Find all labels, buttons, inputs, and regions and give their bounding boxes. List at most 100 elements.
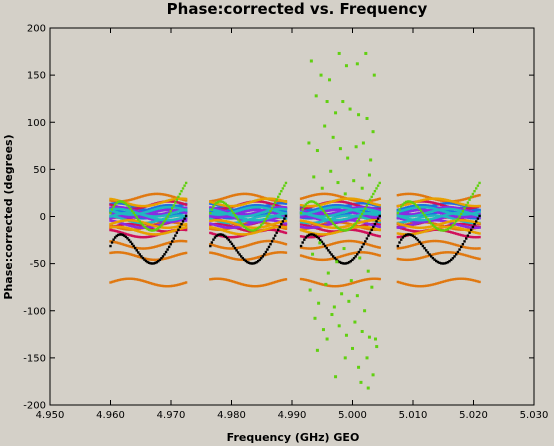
data-point	[446, 209, 450, 212]
data-point	[461, 234, 465, 237]
data-point	[120, 251, 123, 254]
data-point	[154, 203, 157, 206]
data-point	[303, 214, 306, 217]
data-point	[147, 226, 151, 229]
data-point	[184, 222, 188, 226]
data-point	[158, 223, 162, 226]
data-point	[277, 195, 280, 199]
data-point	[315, 204, 319, 207]
data-point	[130, 209, 134, 213]
data-point	[453, 202, 456, 205]
data-point	[152, 208, 155, 211]
data-point	[317, 215, 320, 218]
data-point	[367, 243, 370, 246]
data-point	[283, 212, 286, 215]
data-point	[147, 281, 151, 284]
data-point	[336, 212, 340, 216]
data-point	[166, 231, 169, 234]
data-point	[266, 215, 269, 218]
data-point	[438, 208, 441, 212]
data-point	[127, 209, 131, 212]
data-point	[365, 204, 369, 207]
data-point	[463, 234, 466, 238]
data-point	[126, 199, 129, 202]
data-point	[149, 209, 152, 212]
data-point	[306, 201, 309, 205]
data-point	[143, 247, 146, 250]
data-point	[401, 221, 405, 224]
data-point	[458, 224, 461, 227]
data-point	[359, 241, 362, 244]
data-point	[212, 277, 215, 281]
data-point	[256, 284, 260, 288]
data-point	[212, 206, 215, 210]
data-point	[256, 200, 260, 203]
data-point	[260, 206, 263, 209]
data-point	[341, 196, 345, 199]
data-point	[365, 212, 369, 215]
data-point	[172, 284, 175, 287]
data-point	[309, 211, 312, 214]
data-point	[458, 244, 461, 248]
data-point	[154, 213, 157, 216]
data-point	[256, 215, 260, 219]
data-point	[267, 219, 271, 222]
data-point	[120, 278, 123, 281]
data-point	[150, 218, 154, 221]
data-point	[155, 245, 159, 248]
data-point	[266, 222, 269, 225]
data-point	[219, 213, 223, 216]
data-point	[249, 193, 252, 196]
data-point	[147, 204, 151, 207]
data-point	[430, 204, 433, 208]
data-point	[352, 197, 356, 201]
data-point	[213, 216, 217, 219]
data-point	[344, 225, 348, 228]
data-point	[166, 215, 169, 218]
data-point	[278, 200, 281, 203]
data-point	[368, 211, 372, 215]
data-point	[406, 215, 410, 218]
data-point	[351, 219, 354, 222]
data-point	[378, 216, 381, 219]
data-point	[223, 278, 226, 281]
data-point	[341, 225, 345, 229]
data-point	[164, 221, 168, 225]
data-point	[110, 197, 114, 201]
data-point	[140, 222, 143, 225]
data-point	[323, 210, 327, 213]
data-point	[343, 219, 346, 222]
data-point	[398, 226, 401, 229]
data-point	[255, 199, 258, 202]
data-point	[218, 211, 221, 215]
data-point	[163, 226, 166, 229]
data-point	[109, 203, 112, 206]
data-point	[421, 214, 425, 217]
data-point	[127, 219, 131, 222]
data-point	[215, 219, 218, 222]
data-point	[120, 215, 123, 218]
data-point	[157, 207, 160, 210]
data-point	[249, 243, 252, 246]
data-point	[284, 206, 288, 209]
data-point	[110, 199, 114, 202]
data-point	[405, 228, 408, 231]
data-point	[360, 230, 364, 233]
data-point	[249, 206, 252, 209]
data-point	[311, 194, 314, 197]
data-point	[150, 192, 154, 196]
data-point	[226, 195, 229, 199]
data-point	[256, 204, 260, 207]
data-point	[149, 232, 152, 236]
data-point	[218, 216, 221, 219]
data-point	[331, 222, 335, 225]
data-point	[315, 235, 319, 239]
data-point	[135, 209, 138, 213]
data-point	[260, 219, 263, 223]
data-point	[344, 213, 348, 216]
data-point	[236, 235, 240, 238]
data-point	[129, 219, 132, 222]
data-point	[278, 192, 281, 196]
data-point	[319, 211, 322, 214]
data-point	[349, 219, 353, 222]
